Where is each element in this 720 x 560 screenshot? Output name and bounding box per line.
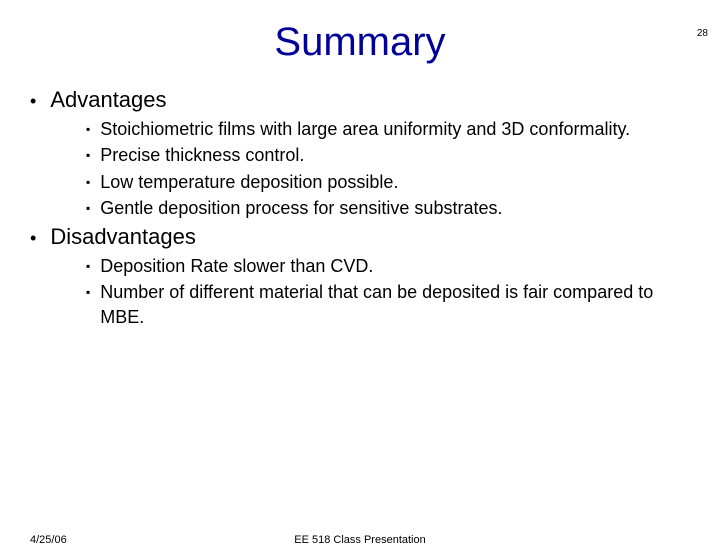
square-bullet-icon: ▪: [86, 147, 90, 163]
section-heading-disadvantages: Disadvantages: [50, 224, 196, 250]
section-disadvantages: • Disadvantages: [30, 222, 700, 254]
square-bullet-icon: ▪: [86, 174, 90, 190]
section-advantages: • Advantages: [30, 85, 700, 117]
list-item: ▪ Gentle deposition process for sensitiv…: [86, 196, 680, 220]
page-number: 28: [697, 28, 708, 39]
section-heading-advantages: Advantages: [50, 87, 166, 113]
disadvantages-list: ▪ Deposition Rate slower than CVD. ▪ Num…: [30, 254, 700, 329]
slide-title: Summary: [0, 20, 720, 65]
list-item-text: Gentle deposition process for sensitive …: [100, 196, 502, 220]
list-item-text: Precise thickness control.: [100, 143, 304, 167]
list-item: ▪ Precise thickness control.: [86, 143, 680, 167]
list-item: ▪ Deposition Rate slower than CVD.: [86, 254, 680, 278]
bullet-marker: •: [30, 228, 36, 249]
bullet-marker: •: [30, 91, 36, 112]
list-item-text: Number of different material that can be…: [100, 280, 680, 329]
footer-presentation-name: EE 518 Class Presentation: [0, 534, 720, 546]
list-item-text: Deposition Rate slower than CVD.: [100, 254, 373, 278]
list-item-text: Low temperature deposition possible.: [100, 170, 398, 194]
square-bullet-icon: ▪: [86, 200, 90, 216]
square-bullet-icon: ▪: [86, 284, 90, 300]
list-item-text: Stoichiometric films with large area uni…: [100, 117, 630, 141]
list-item: ▪ Stoichiometric films with large area u…: [86, 117, 680, 141]
square-bullet-icon: ▪: [86, 258, 90, 274]
list-item: ▪ Low temperature deposition possible.: [86, 170, 680, 194]
square-bullet-icon: ▪: [86, 121, 90, 137]
content-area: • Advantages ▪ Stoichiometric films with…: [0, 85, 720, 329]
list-item: ▪ Number of different material that can …: [86, 280, 680, 329]
advantages-list: ▪ Stoichiometric films with large area u…: [30, 117, 700, 220]
